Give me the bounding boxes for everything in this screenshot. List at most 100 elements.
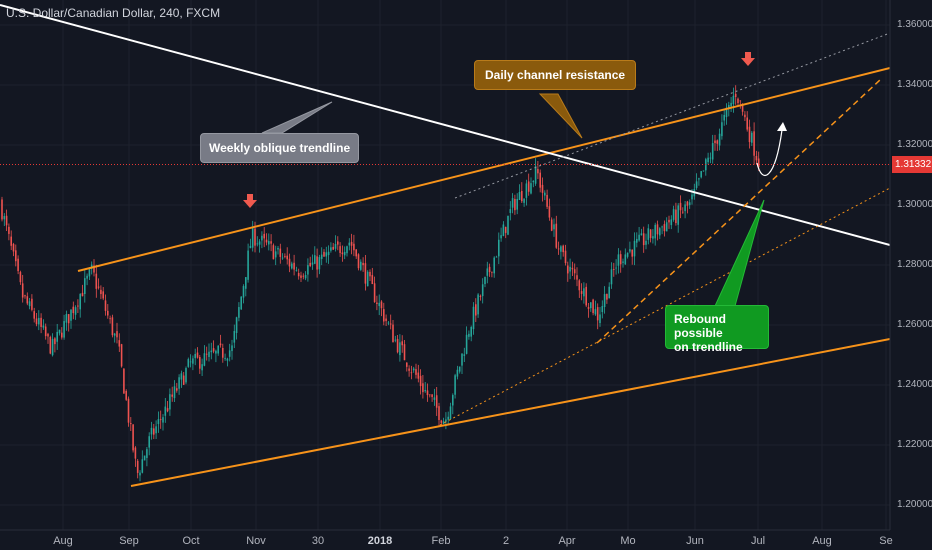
candle-body bbox=[452, 395, 454, 406]
candle-body bbox=[550, 219, 553, 231]
candle-body bbox=[601, 306, 604, 312]
candle-body bbox=[334, 243, 337, 249]
candle-body bbox=[185, 368, 187, 383]
candle-body bbox=[429, 394, 431, 396]
candle-body bbox=[3, 216, 6, 220]
price-tick-label: 1.36000 bbox=[897, 19, 932, 30]
candle-body bbox=[426, 390, 429, 396]
candle-body bbox=[541, 184, 544, 193]
candle-body bbox=[180, 373, 183, 380]
candle-body bbox=[226, 358, 229, 361]
candle-body bbox=[576, 275, 578, 280]
candle-body bbox=[583, 288, 585, 297]
candle-body bbox=[438, 406, 440, 421]
daily-channel-pointer bbox=[538, 93, 583, 139]
candle-body bbox=[702, 170, 705, 172]
candle-body bbox=[270, 241, 272, 244]
candle-body bbox=[578, 280, 581, 291]
candle-body bbox=[293, 262, 295, 270]
candle-body bbox=[378, 302, 380, 307]
candle-body bbox=[698, 178, 700, 180]
candle-body bbox=[44, 326, 47, 337]
candle-body bbox=[661, 226, 663, 228]
candle-body bbox=[171, 394, 173, 397]
candle-body bbox=[700, 171, 702, 178]
candle-body bbox=[1, 199, 3, 220]
candle-body bbox=[638, 234, 640, 241]
candle-body bbox=[141, 459, 144, 473]
candle-body bbox=[730, 102, 732, 107]
candle-body bbox=[309, 262, 311, 267]
candle-body bbox=[500, 235, 502, 239]
candle-body bbox=[263, 233, 265, 239]
candle-body bbox=[343, 251, 346, 256]
candle-body bbox=[116, 331, 118, 338]
candle-body bbox=[217, 345, 219, 354]
candle-body bbox=[527, 181, 530, 192]
candle-body bbox=[507, 215, 509, 235]
candle-body bbox=[753, 131, 755, 156]
candle-body bbox=[130, 423, 132, 425]
candle-body bbox=[10, 236, 12, 246]
candle-body bbox=[668, 219, 670, 223]
candle-body bbox=[157, 419, 160, 425]
candle-body bbox=[100, 289, 102, 295]
candle-body bbox=[571, 267, 574, 270]
arrow-marker-stem bbox=[247, 194, 253, 200]
candle-body bbox=[81, 292, 84, 297]
candle-body bbox=[456, 369, 459, 377]
candle-body bbox=[645, 240, 647, 245]
candle-body bbox=[61, 332, 63, 338]
candle-body bbox=[502, 224, 505, 236]
candle-body bbox=[222, 347, 224, 358]
candle-body bbox=[603, 294, 606, 308]
candle-body bbox=[562, 245, 564, 253]
candle-body bbox=[723, 114, 725, 121]
candle-body bbox=[514, 198, 516, 211]
candle-body bbox=[323, 251, 325, 257]
candle-body bbox=[403, 344, 406, 361]
candle-body bbox=[746, 117, 748, 130]
candle-body bbox=[330, 247, 332, 251]
candle-body bbox=[532, 180, 535, 183]
candle-body bbox=[210, 350, 213, 353]
candle-body bbox=[590, 302, 592, 309]
candle-series bbox=[1, 85, 760, 482]
candle-body bbox=[463, 354, 466, 356]
candle-body bbox=[631, 249, 633, 257]
candle-body bbox=[95, 273, 98, 289]
candle-body bbox=[599, 314, 601, 324]
candle-body bbox=[88, 269, 91, 277]
candle-body bbox=[417, 372, 420, 379]
candle-body bbox=[104, 300, 107, 311]
weekly-trendline-callout[interactable]: Weekly oblique trendline bbox=[200, 133, 360, 163]
candle-body bbox=[70, 309, 72, 321]
rebound-callout-line-2: on trendline bbox=[674, 340, 743, 354]
daily-channel-callout[interactable]: Daily channel resistance bbox=[474, 60, 637, 90]
rebound-callout[interactable]: Rebound possible on trendline bbox=[665, 305, 769, 354]
candle-body bbox=[84, 278, 86, 295]
grid-lines bbox=[0, 0, 890, 530]
candle-body bbox=[615, 267, 617, 269]
candle-body bbox=[484, 276, 486, 285]
candle-body bbox=[228, 350, 231, 357]
candle-body bbox=[509, 209, 512, 213]
candle-body bbox=[251, 226, 254, 248]
candle-body bbox=[205, 353, 208, 355]
current-price-label: 1.31332 bbox=[892, 156, 932, 173]
candle-body bbox=[636, 238, 638, 243]
weekly-trendline bbox=[0, 4, 891, 246]
candle-body bbox=[553, 224, 555, 230]
candle-body bbox=[288, 258, 291, 267]
candle-body bbox=[21, 283, 24, 298]
candle-body bbox=[339, 246, 341, 253]
candle-body bbox=[8, 226, 10, 234]
time-tick-label: 2018 bbox=[367, 535, 393, 547]
candle-body bbox=[143, 455, 146, 461]
candle-body bbox=[380, 301, 383, 309]
time-tick-label: Mo bbox=[620, 535, 636, 547]
candle-body bbox=[389, 323, 392, 325]
candle-body bbox=[647, 228, 650, 240]
time-tick-label: Jul bbox=[750, 535, 766, 547]
